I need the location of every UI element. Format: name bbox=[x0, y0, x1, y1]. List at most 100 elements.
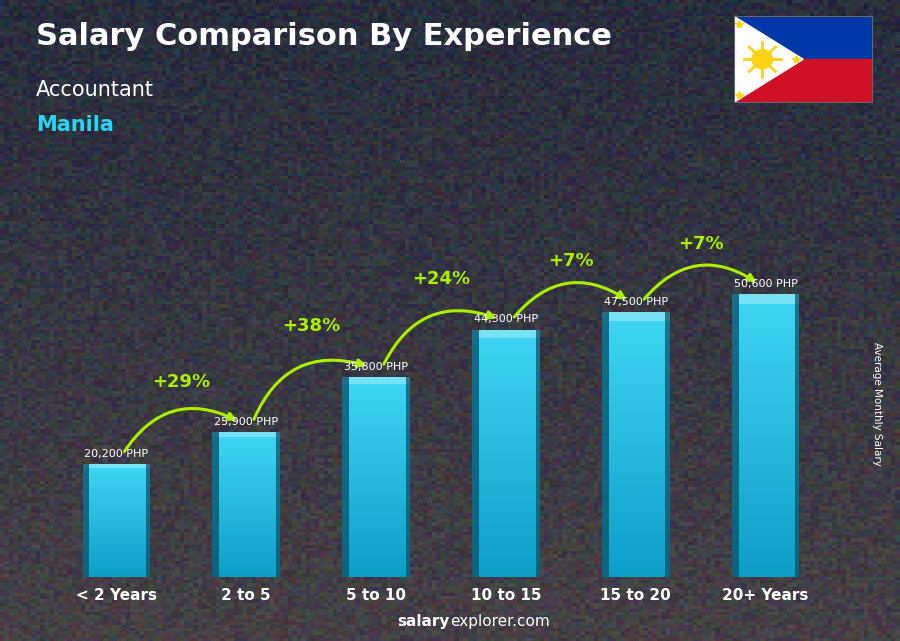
Bar bbox=[212, 492, 280, 494]
Bar bbox=[342, 454, 410, 457]
Bar bbox=[472, 565, 540, 568]
Bar bbox=[602, 378, 670, 381]
Bar bbox=[602, 520, 670, 524]
Bar bbox=[342, 377, 349, 577]
Bar bbox=[212, 535, 280, 537]
Bar bbox=[212, 440, 280, 442]
Bar bbox=[212, 463, 280, 465]
Text: +7%: +7% bbox=[548, 252, 594, 270]
Bar bbox=[472, 460, 540, 463]
Bar bbox=[83, 549, 150, 550]
Text: Salary Comparison By Experience: Salary Comparison By Experience bbox=[36, 22, 612, 51]
Bar bbox=[602, 325, 670, 328]
Bar bbox=[472, 546, 540, 549]
Text: +24%: +24% bbox=[412, 270, 470, 288]
Bar bbox=[342, 399, 410, 402]
Bar bbox=[602, 557, 670, 560]
Text: 20,200 PHP: 20,200 PHP bbox=[85, 449, 148, 459]
Bar bbox=[472, 363, 540, 367]
Bar bbox=[342, 412, 410, 415]
Bar bbox=[602, 474, 670, 478]
Bar bbox=[342, 419, 410, 422]
Bar bbox=[472, 358, 540, 360]
Bar bbox=[342, 522, 410, 524]
Bar bbox=[472, 376, 540, 379]
Bar bbox=[472, 382, 540, 385]
Bar bbox=[212, 469, 280, 470]
Bar bbox=[342, 557, 410, 560]
Bar bbox=[732, 415, 799, 418]
Bar bbox=[602, 404, 670, 408]
Bar bbox=[342, 510, 410, 512]
Bar bbox=[732, 376, 799, 379]
Bar bbox=[212, 573, 280, 575]
Bar bbox=[342, 477, 410, 479]
Bar bbox=[602, 335, 670, 338]
Bar bbox=[472, 499, 540, 503]
Bar bbox=[602, 312, 670, 315]
Bar bbox=[472, 329, 540, 338]
Bar bbox=[732, 315, 799, 319]
Bar bbox=[472, 549, 540, 552]
Bar bbox=[83, 570, 150, 571]
Bar bbox=[83, 569, 150, 570]
Bar bbox=[472, 435, 540, 438]
Bar bbox=[472, 574, 540, 577]
Bar bbox=[342, 490, 410, 492]
Bar bbox=[472, 558, 540, 562]
Bar bbox=[83, 474, 150, 476]
Bar bbox=[472, 568, 540, 570]
Bar bbox=[342, 572, 410, 574]
Bar bbox=[342, 462, 410, 465]
Bar bbox=[602, 494, 670, 497]
Bar bbox=[212, 524, 280, 526]
Bar bbox=[83, 498, 150, 499]
Bar bbox=[83, 484, 150, 485]
Bar bbox=[212, 548, 280, 550]
Bar bbox=[83, 509, 150, 511]
Bar bbox=[732, 570, 799, 573]
Bar bbox=[732, 337, 799, 340]
Bar bbox=[83, 528, 150, 529]
Bar bbox=[602, 501, 670, 504]
Bar bbox=[602, 398, 670, 401]
Bar bbox=[472, 528, 540, 531]
Bar bbox=[602, 371, 670, 375]
Bar bbox=[83, 533, 150, 535]
Bar bbox=[732, 528, 799, 531]
Bar bbox=[472, 475, 540, 478]
Bar bbox=[472, 419, 540, 422]
Bar bbox=[212, 546, 280, 548]
Bar bbox=[602, 451, 670, 454]
Bar bbox=[472, 329, 479, 577]
Bar bbox=[212, 521, 280, 522]
Bar bbox=[602, 484, 670, 487]
Bar bbox=[602, 551, 670, 554]
Bar bbox=[83, 526, 150, 528]
Bar bbox=[732, 517, 799, 520]
Bar bbox=[732, 453, 799, 457]
Bar bbox=[212, 541, 280, 542]
Bar bbox=[602, 504, 670, 507]
Bar bbox=[342, 417, 410, 419]
Bar bbox=[83, 487, 150, 488]
Bar bbox=[472, 416, 540, 419]
Bar bbox=[276, 432, 280, 577]
Bar bbox=[83, 525, 150, 526]
Bar bbox=[212, 497, 280, 499]
Bar bbox=[602, 319, 670, 322]
Bar bbox=[602, 322, 670, 325]
Bar bbox=[602, 454, 670, 458]
Bar bbox=[212, 495, 280, 497]
Bar bbox=[602, 338, 670, 342]
Bar bbox=[342, 567, 410, 569]
Bar bbox=[83, 576, 150, 577]
Text: 44,300 PHP: 44,300 PHP bbox=[474, 314, 538, 324]
Bar bbox=[602, 537, 670, 540]
Bar bbox=[83, 556, 150, 557]
Bar bbox=[602, 540, 670, 544]
Bar bbox=[212, 432, 280, 434]
Bar bbox=[83, 494, 150, 495]
Bar bbox=[602, 461, 670, 464]
Bar bbox=[732, 436, 799, 439]
